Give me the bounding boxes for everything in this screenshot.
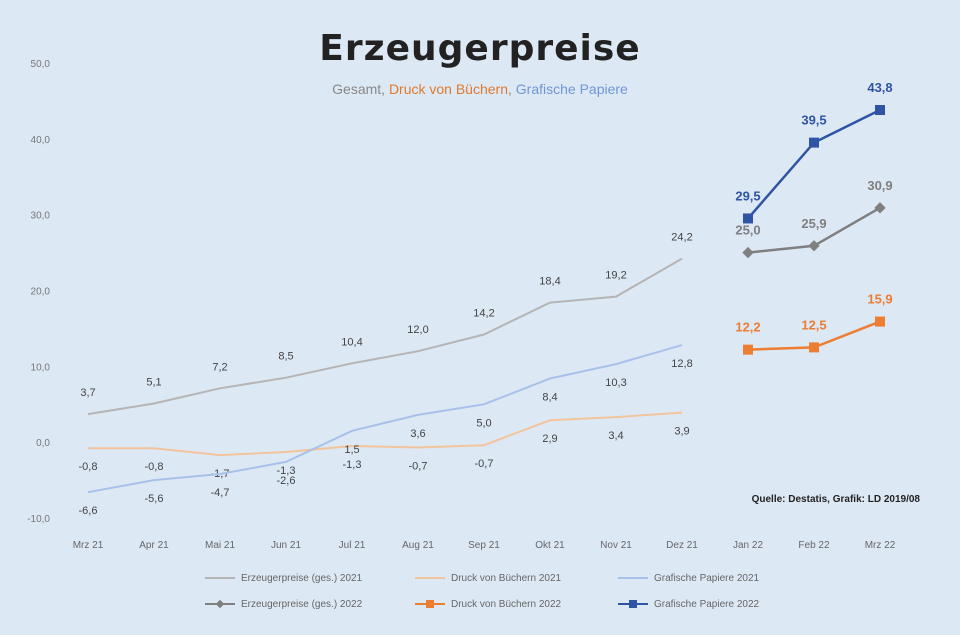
chart-subtitle: Gesamt, Druck von Büchern, Grafische Pap… — [0, 81, 960, 97]
data-label: 30,9 — [867, 178, 892, 193]
data-label: 5,1 — [146, 376, 161, 388]
data-label: 29,5 — [735, 188, 760, 203]
data-label: 14,2 — [473, 307, 494, 319]
data-label: -0,8 — [145, 461, 164, 473]
legend-label: Grafische Papiere 2021 — [654, 572, 760, 584]
legend-label: Druck von Büchern 2022 — [451, 598, 562, 610]
data-label: 25,9 — [801, 216, 826, 231]
data-label: 3,4 — [608, 430, 623, 442]
x-tick-label: Feb 22 — [798, 540, 830, 551]
data-label: 39,5 — [801, 113, 826, 128]
data-label: 15,9 — [867, 292, 892, 307]
series-line — [88, 411, 683, 457]
legend-item: Erzeugerpreise (ges.) 2021 — [205, 572, 362, 584]
data-point — [809, 137, 819, 148]
subtitle-papiere: Grafische Papiere — [515, 81, 628, 97]
data-label: 8,5 — [278, 351, 293, 363]
data-point — [874, 202, 886, 214]
data-label: 10,4 — [341, 336, 362, 348]
data-label: 18,4 — [539, 276, 560, 288]
data-label: 12,2 — [735, 320, 760, 335]
x-tick-label: Jul 21 — [339, 540, 366, 551]
data-label: -1,3 — [277, 465, 296, 477]
subtitle-gesamt: Gesamt, — [332, 81, 389, 97]
data-point — [808, 240, 820, 252]
x-tick-label: Mrz 21 — [73, 540, 104, 551]
x-tick-label: Jan 22 — [733, 540, 763, 551]
data-label: -0,8 — [79, 461, 98, 473]
data-label: 24,2 — [671, 232, 692, 244]
x-tick-label: Aug 21 — [402, 540, 434, 551]
legend-swatch — [618, 598, 648, 610]
data-label: 25,0 — [735, 223, 760, 238]
legend-swatch — [205, 598, 235, 610]
data-label: 3,6 — [410, 428, 425, 440]
data-point — [809, 342, 819, 353]
legend-item: Grafische Papiere 2022 — [618, 598, 759, 610]
legend-label: Erzeugerpreise (ges.) 2021 — [241, 572, 363, 584]
data-label: -5,6 — [145, 493, 164, 505]
legend-label: Druck von Büchern 2021 — [451, 572, 562, 584]
legend-swatch — [618, 572, 648, 584]
legend-item: Grafische Papiere 2021 — [618, 572, 759, 584]
source-note: Quelle: Destatis, Grafik: LD 2019/08 — [751, 494, 920, 505]
x-tick-label: Mai 21 — [205, 540, 235, 551]
legend-item: Erzeugerpreise (ges.) 2022 — [205, 598, 362, 610]
data-label: 8,4 — [542, 391, 557, 403]
data-label: 43,8 — [867, 80, 892, 95]
data-point — [743, 213, 753, 224]
data-label: -1,3 — [343, 459, 362, 471]
y-tick-label: 20,0 — [31, 287, 51, 298]
data-label: -0,7 — [475, 458, 494, 470]
subtitle-druck: Druck von Büchern — [388, 81, 508, 97]
data-label: 2,9 — [542, 433, 557, 445]
data-label: -6,6 — [79, 505, 98, 517]
legend-swatch — [205, 572, 235, 584]
y-tick-label: 40,0 — [31, 135, 51, 146]
data-label: 7,2 — [212, 361, 227, 373]
subtitle-sep: , — [508, 81, 516, 97]
x-tick-label: Mrz 22 — [865, 540, 896, 551]
data-label: 3,9 — [674, 426, 689, 438]
data-point — [742, 246, 754, 259]
legend-item: Druck von Büchern 2021 — [415, 572, 561, 584]
legend-label: Erzeugerpreise (ges.) 2022 — [241, 598, 363, 610]
series-line — [87, 344, 683, 494]
x-tick-label: Dez 21 — [666, 540, 698, 551]
data-label: 1,5 — [344, 444, 359, 456]
data-label: 12,5 — [801, 317, 826, 332]
legend-swatch — [415, 598, 445, 610]
data-label: 3,7 — [80, 387, 95, 399]
data-point — [875, 316, 885, 327]
legend-label: Grafische Papiere 2022 — [654, 598, 760, 610]
x-tick-label: Apr 21 — [139, 540, 169, 551]
chart-title: Erzeugerpreise — [319, 28, 641, 69]
y-tick-label: -10,0 — [27, 514, 50, 525]
y-tick-label: 0,0 — [36, 438, 50, 449]
data-label: 10,3 — [605, 377, 626, 389]
data-label: 19,2 — [605, 270, 626, 282]
y-tick-label: 50,0 — [31, 59, 51, 70]
data-label: -0,7 — [409, 460, 428, 472]
data-label: -4,7 — [211, 487, 230, 499]
data-label: 12,0 — [407, 324, 428, 336]
data-label: 5,0 — [476, 417, 491, 429]
series-line — [87, 257, 683, 416]
x-tick-label: Jun 21 — [271, 540, 301, 551]
x-tick-label: Sep 21 — [468, 540, 500, 551]
data-label: -2,6 — [277, 475, 296, 487]
x-tick-label: Nov 21 — [600, 540, 632, 551]
y-tick-label: 10,0 — [31, 362, 51, 373]
data-point — [743, 344, 753, 355]
legend-item: Druck von Büchern 2022 — [415, 598, 561, 610]
data-label: 12,8 — [671, 358, 692, 370]
x-tick-label: Okt 21 — [535, 540, 565, 551]
legend-swatch — [415, 572, 445, 584]
y-tick-label: 30,0 — [31, 211, 51, 222]
data-point — [875, 105, 885, 116]
